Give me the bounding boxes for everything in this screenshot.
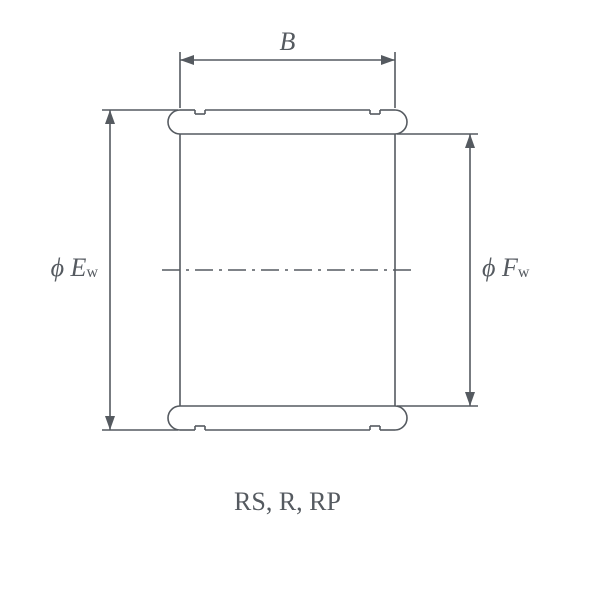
label-width: B <box>280 27 296 56</box>
bearing-diagram: Bϕ Ew ϕ Fw RS, R, RP <box>0 0 600 600</box>
caption: RS, R, RP <box>234 487 341 516</box>
label-outer-dia: ϕ Ew <box>51 253 99 282</box>
label-inner-dia: ϕ Fw <box>482 253 530 282</box>
